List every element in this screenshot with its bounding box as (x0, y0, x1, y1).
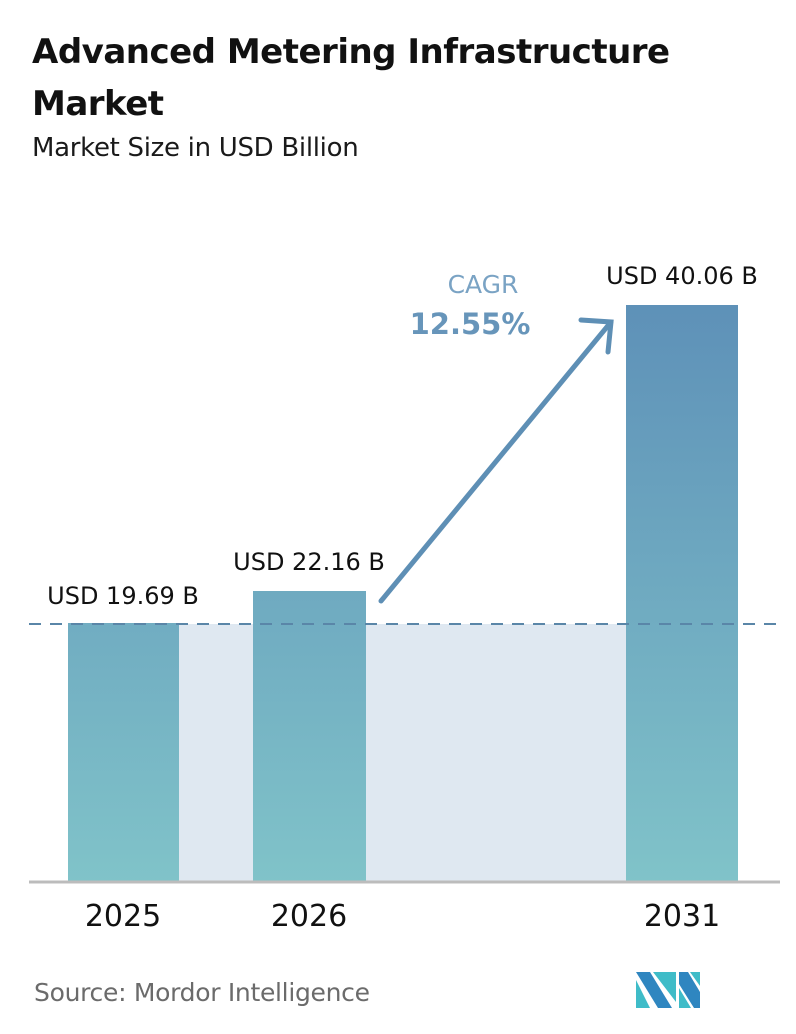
source-text: Source: Mordor Intelligence (34, 978, 370, 1007)
bar-2025 (68, 623, 179, 882)
mordor-logo-icon (636, 972, 700, 1008)
x-label-2026: 2026 (271, 899, 347, 934)
bar-label-2026: USD 22.16 B (233, 548, 385, 576)
chart-title: Advanced Metering Infrastructure Market (32, 32, 670, 124)
cagr-label: CAGR (448, 270, 519, 299)
chart-subtitle: Market Size in USD Billion (32, 133, 359, 163)
bar-2031 (626, 305, 738, 882)
x-label-2025: 2025 (85, 899, 161, 934)
reference-band (179, 624, 626, 882)
x-label-2031: 2031 (644, 899, 720, 934)
bar-2026 (253, 591, 366, 882)
cagr-arrow-icon (378, 317, 614, 604)
bar-label-2025: USD 19.69 B (47, 582, 199, 610)
bar-label-2031: USD 40.06 B (606, 262, 758, 290)
cagr-value: 12.55% (410, 307, 531, 341)
